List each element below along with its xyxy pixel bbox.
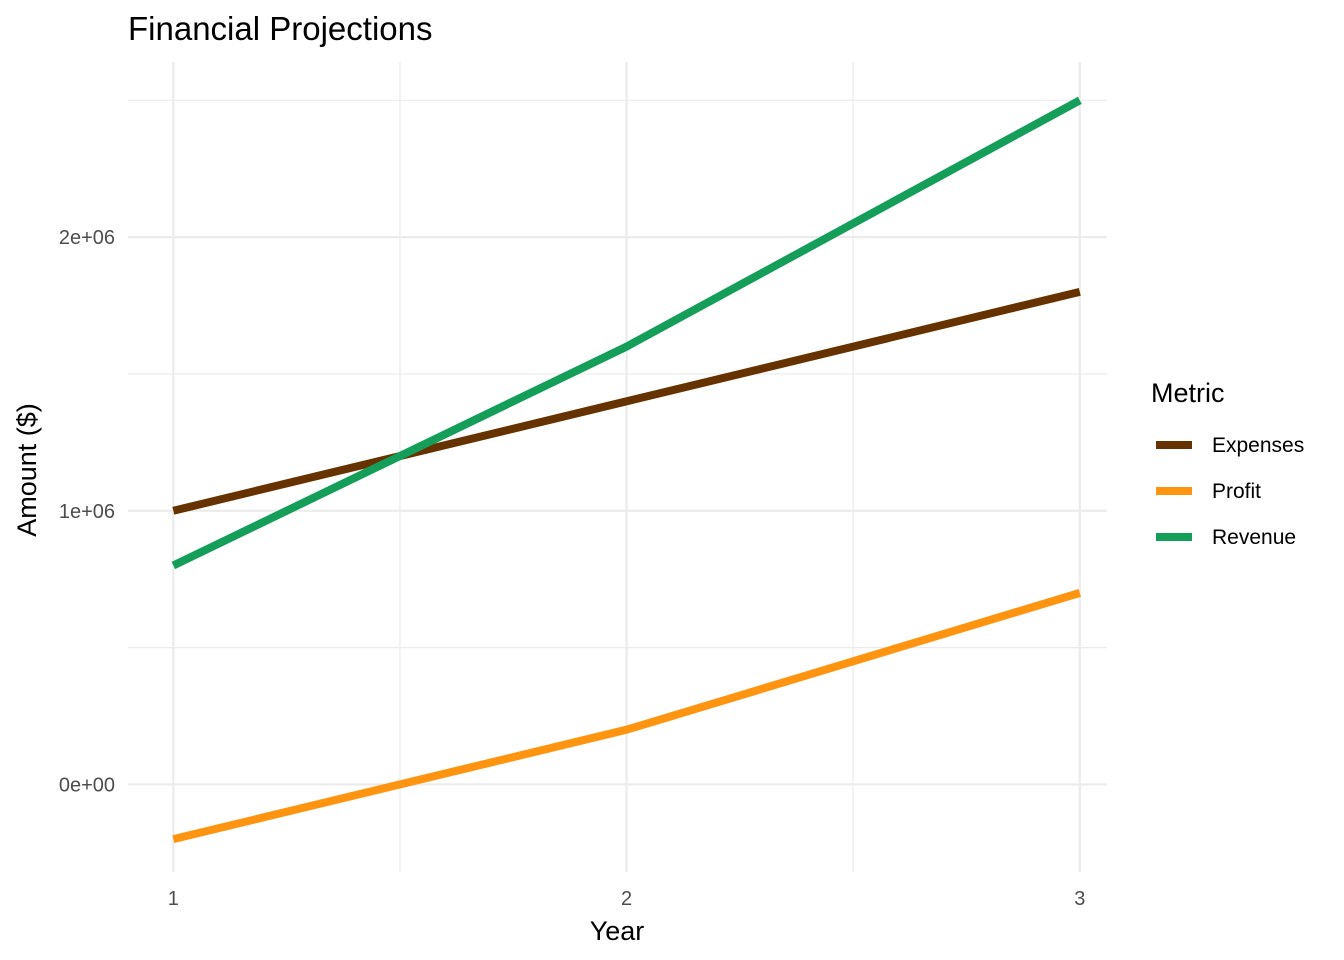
series-lines [171, 96, 1082, 844]
legend-label: Expenses [1212, 434, 1304, 457]
series-line-expenses [172, 287, 1081, 515]
legend-item-expenses: Expenses [1156, 434, 1304, 457]
y-tick-label: 0e+00 [59, 774, 115, 796]
series-line-revenue [171, 96, 1082, 570]
x-axis-ticks: 1 2 3 [168, 888, 1086, 910]
legend-item-profit: Profit [1156, 480, 1261, 503]
y-tick-label: 2e+06 [59, 227, 115, 249]
legend-title: Metric [1151, 378, 1225, 408]
y-tick-label: 1e+06 [59, 501, 115, 523]
y-axis-ticks: 0e+00 1e+06 2e+06 [59, 227, 115, 796]
x-tick-label: 2 [621, 888, 632, 910]
legend-label: Revenue [1212, 526, 1296, 549]
chart-title: Financial Projections [128, 10, 432, 47]
legend-label: Profit [1212, 480, 1261, 503]
x-tick-label: 3 [1074, 888, 1085, 910]
minor-gridlines [128, 62, 1107, 872]
series-line-profit [172, 589, 1081, 844]
major-gridlines [128, 62, 1107, 872]
legend-items: Expenses Profit Revenue [1156, 434, 1304, 549]
x-tick-label: 1 [168, 888, 179, 910]
x-axis-title: Year [590, 916, 645, 946]
y-axis-title: Amount ($) [12, 403, 42, 537]
legend-item-revenue: Revenue [1156, 526, 1296, 549]
legend: Metric Expenses Profit Revenue [1151, 378, 1304, 549]
